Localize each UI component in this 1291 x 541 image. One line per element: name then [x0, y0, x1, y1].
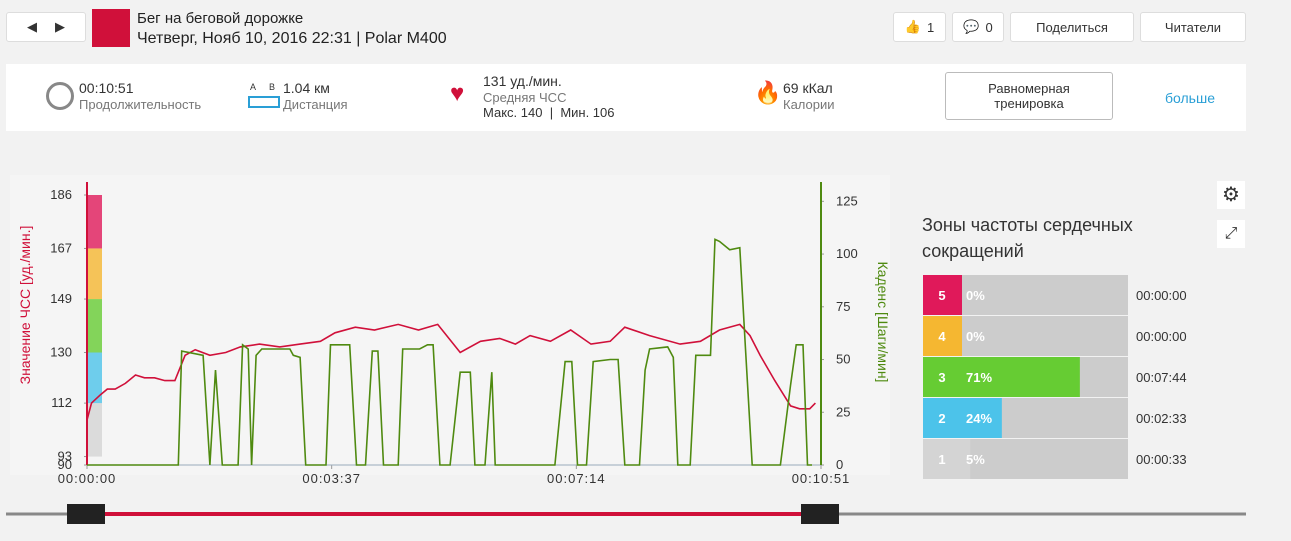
duration-label: Продолжительность	[79, 97, 202, 112]
calories: 69 кКал	[783, 80, 833, 96]
hr-min: Мин. 106	[560, 105, 615, 120]
y2-axis-label: Каденс [Шаги/мин]	[875, 262, 891, 383]
zone-bar	[962, 439, 971, 479]
zone-time: 00:02:33	[1136, 411, 1187, 426]
hr-range: Макс. 140 | Мин. 106	[483, 105, 615, 120]
zone-label-cell	[923, 275, 962, 315]
series-line	[87, 238, 812, 466]
y-tick-label: 186	[50, 187, 72, 202]
hr-sep: |	[549, 105, 554, 120]
stopwatch-icon	[46, 82, 74, 110]
zone-track	[962, 439, 1128, 479]
series-line	[86, 323, 816, 421]
zone-band	[87, 403, 102, 457]
y2-tick-label: 0	[836, 457, 843, 472]
y2-tick-label: 100	[836, 246, 858, 261]
sport-icon	[92, 9, 130, 47]
x-tick-label: 00:07:14	[547, 471, 606, 486]
x-tick-label: 00:03:37	[302, 471, 361, 486]
fullscreen-button[interactable]: ⤢	[1217, 220, 1245, 248]
zone-label: 5	[938, 288, 945, 303]
subtitle: Четверг, Нояб 10, 2016 22:31 | Polar M40…	[137, 30, 447, 47]
zone-percent: 24%	[966, 411, 992, 426]
zone-track	[962, 275, 1128, 315]
zone-bar	[962, 357, 1080, 397]
y2-tick-label: 125	[836, 193, 858, 208]
zone-label-cell	[923, 316, 962, 356]
zone-time: 00:00:00	[1136, 288, 1187, 303]
flame-icon: 🔥	[754, 80, 782, 105]
more-link[interactable]: больше	[1165, 90, 1215, 106]
zone-label: 2	[938, 411, 945, 426]
like-count: 1	[926, 19, 935, 35]
zone-time: 00:00:33	[1136, 452, 1187, 467]
zone-label: 1	[938, 452, 945, 467]
distance: 1.04 км	[283, 80, 330, 96]
comment-button[interactable]: 💬 0	[952, 12, 1004, 42]
zone-track	[962, 316, 1128, 356]
share-button[interactable]: Поделиться	[1010, 12, 1134, 42]
range-handle-left[interactable]	[67, 504, 105, 524]
zone-label-cell	[923, 439, 962, 479]
calories-label: Калории	[783, 97, 835, 112]
zone-band	[87, 352, 102, 404]
zone-band	[87, 248, 102, 300]
zone-label: 3	[938, 370, 945, 385]
zones-title: Зоны частоты сердечных сокращений	[922, 215, 1133, 261]
x-tick-label: 00:10:51	[792, 471, 851, 486]
hr-max: Макс. 140	[483, 105, 543, 120]
zone-percent: 0%	[966, 288, 985, 303]
y-tick-label: 112	[51, 395, 72, 410]
nav-buttons[interactable]: ◀ ▶	[6, 12, 86, 42]
settings-button[interactable]: ⚙	[1217, 181, 1245, 209]
avg-hr: 131 уд./мин.	[483, 73, 562, 89]
y-tick-label: 90	[58, 457, 72, 472]
y-tick-label: 130	[50, 345, 72, 360]
y-tick-label: 167	[50, 240, 72, 255]
readers-button[interactable]: Читатели	[1140, 12, 1246, 42]
y2-tick-label: 25	[836, 404, 850, 419]
zone-percent: 5%	[966, 452, 985, 467]
y2-tick-label: 75	[836, 299, 850, 314]
readers-label: Читатели	[1164, 19, 1222, 35]
title: Бег на беговой дорожке	[137, 10, 304, 27]
chart-bg	[10, 175, 890, 475]
share-label: Поделиться	[1036, 19, 1108, 35]
avg-hr-label: Средняя ЧСС	[483, 90, 567, 105]
zone-percent: 0%	[966, 329, 985, 344]
zone-label-cell	[923, 398, 962, 438]
duration: 00:10:51	[79, 80, 134, 96]
zone-label: 4	[938, 329, 946, 344]
range-handle-right[interactable]	[801, 504, 839, 524]
zone-time: 00:07:44	[1136, 370, 1187, 385]
training-button[interactable]: Равномерная тренировка	[945, 72, 1113, 120]
distance-label: Дистанция	[283, 97, 348, 112]
x-tick-label: 00:00:00	[58, 471, 117, 486]
heart-icon: ♥	[450, 80, 465, 107]
summary-panel: 00:10:51 Продолжительность A B 1.04 км Д…	[6, 64, 1246, 131]
like-button[interactable]: 👍 1	[893, 12, 946, 42]
dist-b: B	[269, 82, 276, 92]
y-axis-label: Значение ЧСС [уд./мин.]	[17, 226, 33, 385]
ruler-icon	[248, 96, 280, 108]
y-tick-label: 149	[50, 291, 72, 306]
y-tick-label: 93	[58, 449, 72, 464]
zone-band	[87, 195, 102, 249]
zone-time: 00:00:00	[1136, 329, 1187, 344]
zone-label-cell	[923, 357, 962, 397]
zone-band	[87, 299, 102, 353]
zone-percent: 71%	[966, 370, 992, 385]
comment-count: 0	[985, 19, 993, 35]
zone-bar	[962, 398, 1002, 438]
dist-a: A	[250, 82, 257, 92]
y2-tick-label: 50	[836, 352, 850, 367]
